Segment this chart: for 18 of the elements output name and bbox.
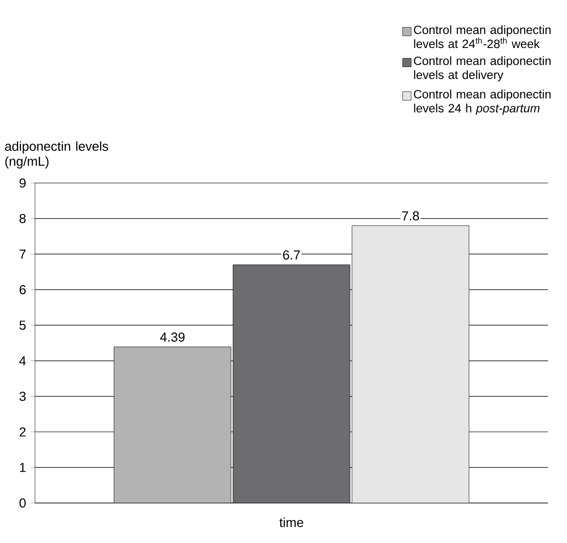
y-tick-label: 7 bbox=[20, 250, 26, 259]
x-axis-title: time bbox=[279, 518, 304, 528]
y-tick-label: 4 bbox=[19, 356, 26, 366]
y-tick-label: 6 bbox=[20, 285, 26, 294]
y-tick-label: 1 bbox=[20, 462, 26, 472]
y-tick-label: 9 bbox=[20, 178, 26, 188]
y-tick-label: 8 bbox=[20, 214, 26, 224]
y-tick-label: 5 bbox=[20, 320, 26, 330]
data-label: 7.8 bbox=[402, 211, 419, 220]
y-axis-title: adiponectin levels (ng/mL) bbox=[5, 141, 108, 168]
y-tick-label: 2 bbox=[20, 427, 26, 436]
legend-label: Control mean adiponectin levels at 24$^{th}$-28$^{th}$ week bbox=[414, 25, 551, 48]
data-label: 6.7 bbox=[283, 250, 300, 260]
legend-label: Control mean adiponectin levels 24 h post-partum bbox=[414, 90, 551, 115]
legend-label: Control mean adiponectin levels at delivery bbox=[414, 56, 551, 82]
y-tick-label: 0 bbox=[20, 498, 26, 508]
data-label: 4.39 bbox=[160, 332, 185, 342]
y-tick-label: 3 bbox=[19, 392, 26, 401]
